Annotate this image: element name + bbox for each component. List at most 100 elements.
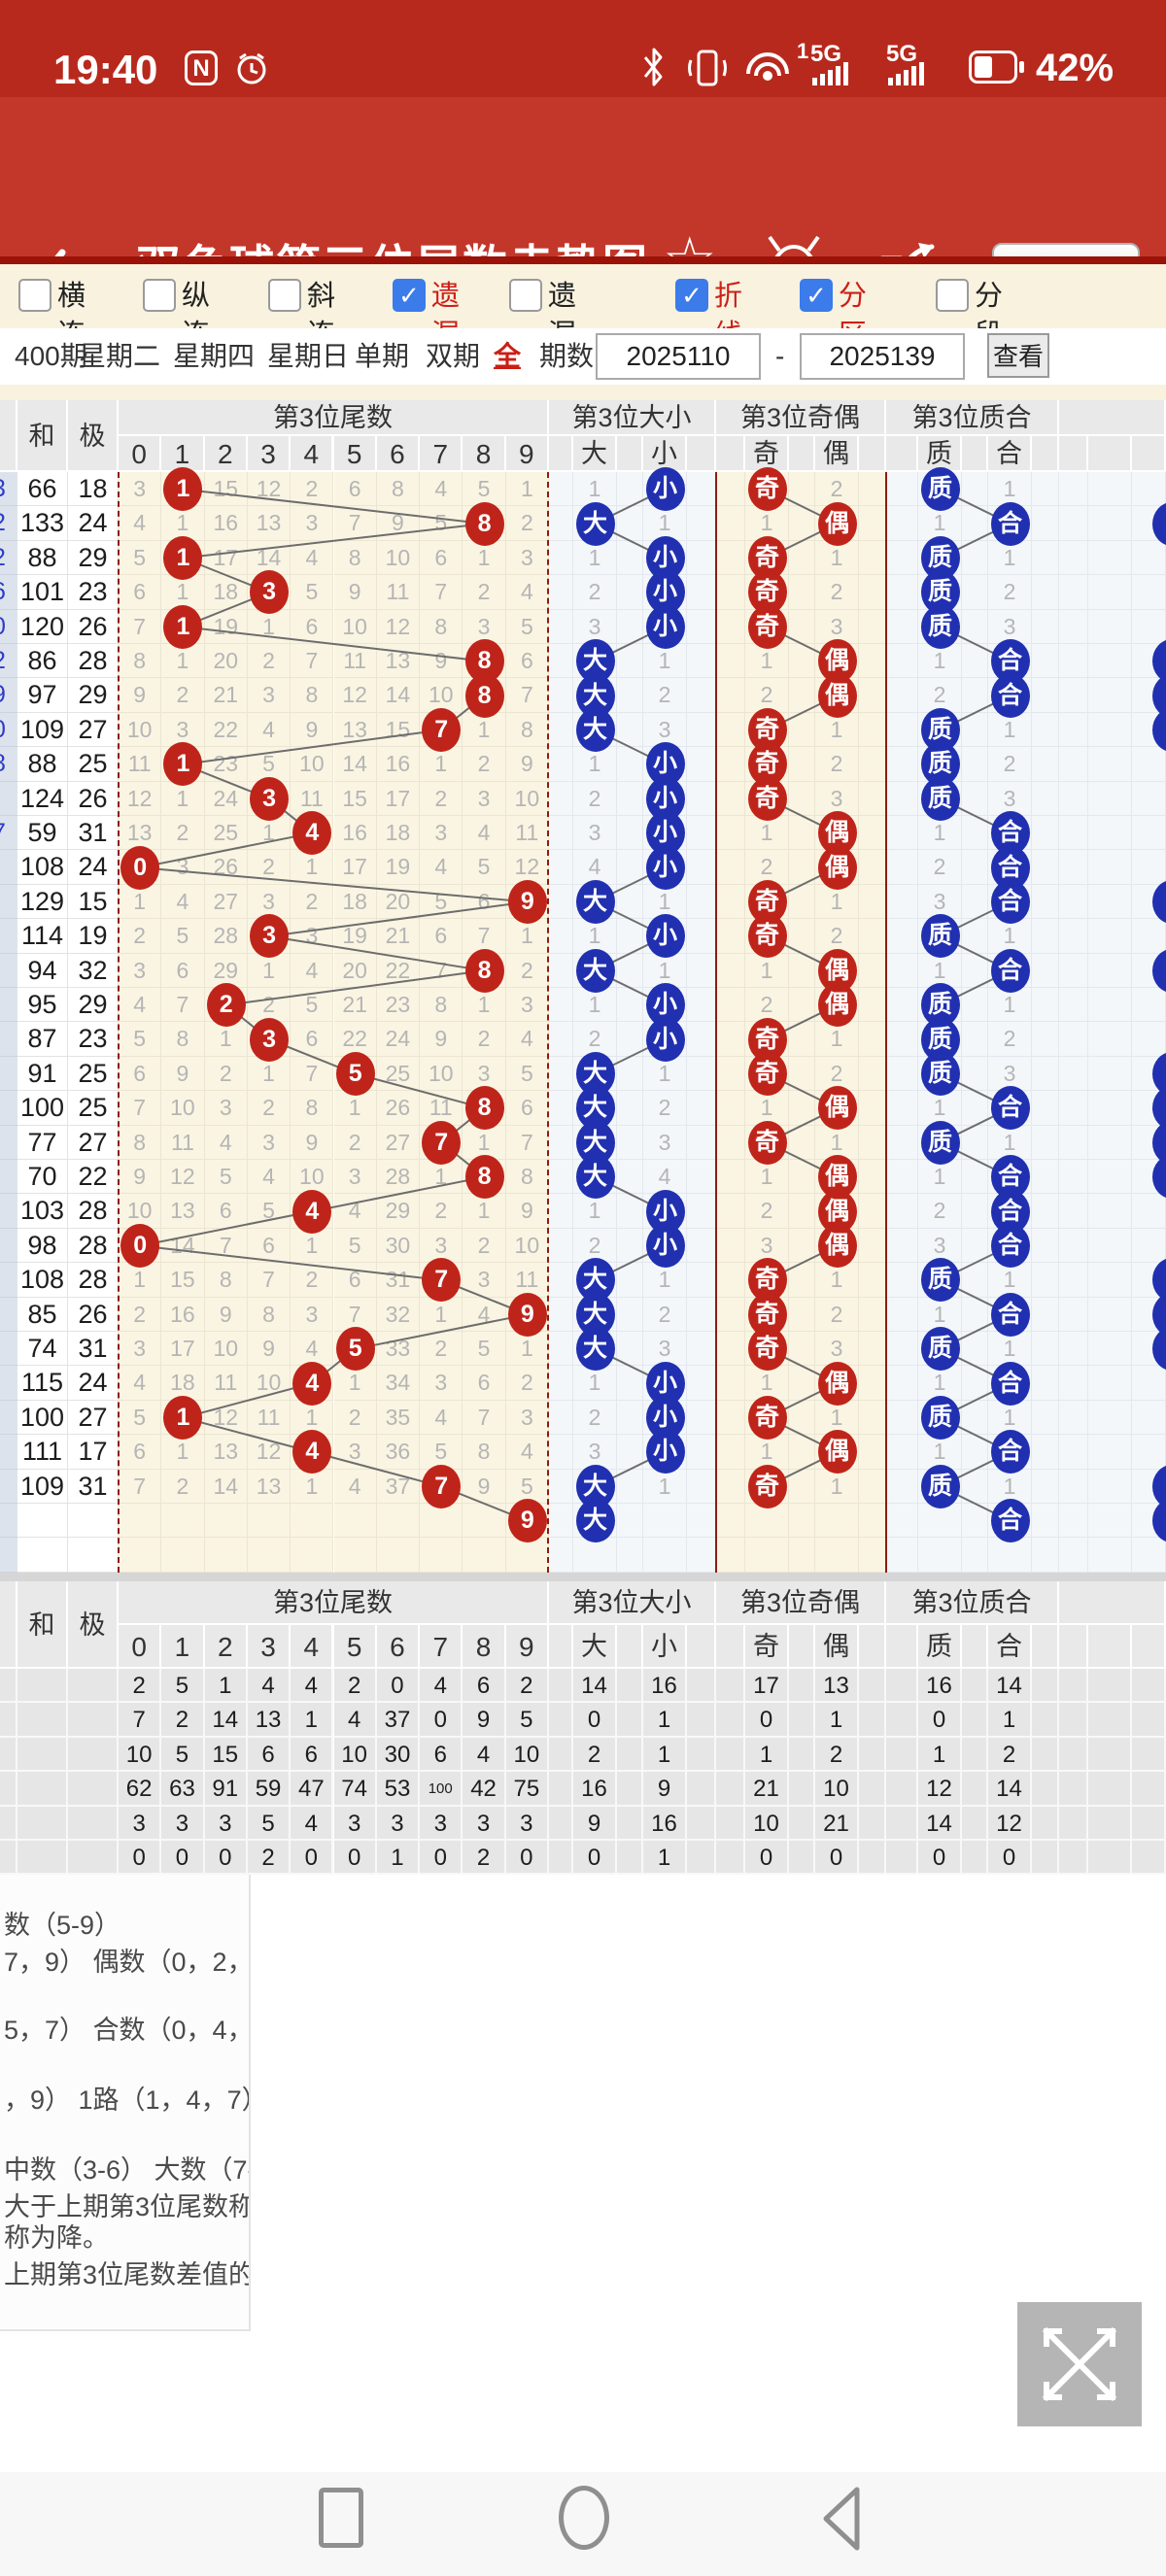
- tail-cell: 21: [333, 988, 377, 1023]
- filter-item-400期[interactable]: 400期: [15, 341, 87, 371]
- tail-cell: 4: [161, 884, 205, 920]
- checkbox-icon[interactable]: [936, 279, 969, 312]
- metric-cell: [687, 1366, 716, 1401]
- tail-cell: 3: [463, 1263, 506, 1298]
- filter-item-all[interactable]: 全: [494, 341, 522, 371]
- tail-cell: 5: [204, 1160, 248, 1195]
- checkbox-icon[interactable]: [509, 279, 542, 312]
- tail-cell: [463, 1091, 506, 1126]
- tail-cell: 1: [161, 575, 205, 610]
- stats-metric-cell: [687, 1806, 716, 1841]
- period-to-input[interactable]: [800, 333, 965, 380]
- checkbox-checked-icon[interactable]: ✓: [675, 279, 708, 312]
- stats-tail-cell: 1: [204, 1669, 248, 1704]
- tail-cell: 4: [420, 850, 463, 885]
- period-cell: 9: [0, 678, 17, 713]
- metric-cell: [716, 644, 745, 679]
- metric-cell: [789, 850, 815, 885]
- tail-cell: 11: [505, 1263, 549, 1298]
- stats-tail-cell: 14: [204, 1703, 248, 1738]
- metric-cell: [886, 1435, 918, 1470]
- filter-item-星期四[interactable]: 星期四: [173, 341, 256, 371]
- edge-cell: [1132, 1469, 1166, 1504]
- period-from-input[interactable]: [596, 333, 761, 380]
- tail-cell: 9: [505, 747, 549, 782]
- expand-button[interactable]: [1017, 2302, 1142, 2426]
- filter-item-星期日[interactable]: 星期日: [267, 341, 350, 371]
- metric-cell: [687, 1400, 716, 1436]
- recents-icon[interactable]: [319, 2488, 363, 2548]
- battery-percent: 42%: [1036, 47, 1115, 89]
- span-cell: 26: [68, 1297, 119, 1332]
- metric-cell: 1: [745, 1366, 789, 1401]
- checkbox-icon[interactable]: [268, 279, 301, 312]
- metric-cell: [886, 678, 918, 713]
- metric-cell: [886, 1263, 918, 1298]
- period-digit: 2: [0, 506, 6, 539]
- metric-cell: [745, 1332, 789, 1367]
- metric-cell: [643, 1504, 687, 1539]
- edge-cell: [1132, 1538, 1166, 1573]
- metric-cell: [1032, 1366, 1059, 1401]
- metric-cell: 1: [988, 1125, 1032, 1160]
- filter-item-双期[interactable]: 双期: [426, 341, 481, 371]
- spacer-cell: [789, 436, 815, 472]
- metric-cell: 4: [573, 850, 617, 885]
- metric-cell: 1: [815, 712, 859, 748]
- span-cell: 31: [68, 1332, 119, 1367]
- metric-cell: [617, 472, 643, 507]
- sum-cell: 108: [17, 850, 68, 885]
- edge-cell: [1059, 1228, 1088, 1264]
- edge-cell: [1059, 506, 1088, 541]
- metric-cell: [789, 644, 815, 679]
- tail-cell: [505, 884, 549, 920]
- stats-tail-cell: 100: [420, 1772, 463, 1807]
- edge-cell: [1088, 1332, 1132, 1367]
- group-header-oddeven: 第3位奇偶: [716, 1581, 886, 1625]
- back-icon[interactable]: [814, 2484, 869, 2554]
- tail-cell: 29: [204, 953, 248, 988]
- edge-cell: [1132, 1400, 1166, 1436]
- metric-cell: 1: [815, 1469, 859, 1504]
- checkbox-checked-icon[interactable]: ✓: [800, 279, 833, 312]
- metric-cell: [815, 678, 859, 713]
- metric-cell: 3: [573, 1435, 617, 1470]
- metric-cell: [643, 850, 687, 885]
- edge-cell: [1132, 1297, 1166, 1332]
- tail-cell: 17: [204, 540, 248, 576]
- metric-cell: [962, 678, 988, 713]
- zone-line: [547, 472, 549, 1573]
- stats-metric-cell: 1: [988, 1703, 1032, 1738]
- col-header-tail-2: 2: [204, 1625, 248, 1669]
- span-cell: 22: [68, 1160, 119, 1195]
- checkbox-checked-icon[interactable]: ✓: [393, 279, 426, 312]
- metric-cell: [573, 1091, 617, 1126]
- metric-cell: 1: [745, 1435, 789, 1470]
- tail-cell: 24: [376, 1022, 421, 1057]
- metric-cell: [988, 1228, 1032, 1264]
- filter-item-单期[interactable]: 单期: [355, 341, 410, 371]
- metric-cell: [886, 644, 918, 679]
- home-icon[interactable]: [559, 2486, 609, 2550]
- stats-metric-cell: 14: [573, 1669, 617, 1704]
- metric-cell: [886, 1469, 918, 1504]
- tail-cell: 12: [119, 781, 162, 816]
- search-button[interactable]: 查看: [987, 333, 1049, 378]
- tail-cell: 1: [247, 816, 292, 851]
- metric-cell: [716, 988, 745, 1023]
- checkbox-icon[interactable]: [143, 279, 176, 312]
- tail-cell: 35: [376, 1400, 421, 1436]
- metric-cell: 3: [988, 609, 1032, 644]
- edge-cell: [1088, 816, 1132, 851]
- checkbox-icon[interactable]: [18, 279, 51, 312]
- stats-tail-cell: 2: [119, 1669, 162, 1704]
- metric-cell: [815, 1160, 859, 1195]
- stats-tail-cell: 2: [161, 1703, 205, 1738]
- edge-cell: [1059, 1469, 1088, 1504]
- tail-cell: 14: [247, 540, 292, 576]
- edge-cell: [1059, 747, 1088, 782]
- filter-item-星期二[interactable]: 星期二: [79, 341, 161, 371]
- edge-cell: [1088, 1228, 1132, 1264]
- col-header-大: 大: [573, 1625, 617, 1669]
- group-header-size: 第3位大小: [549, 1581, 716, 1625]
